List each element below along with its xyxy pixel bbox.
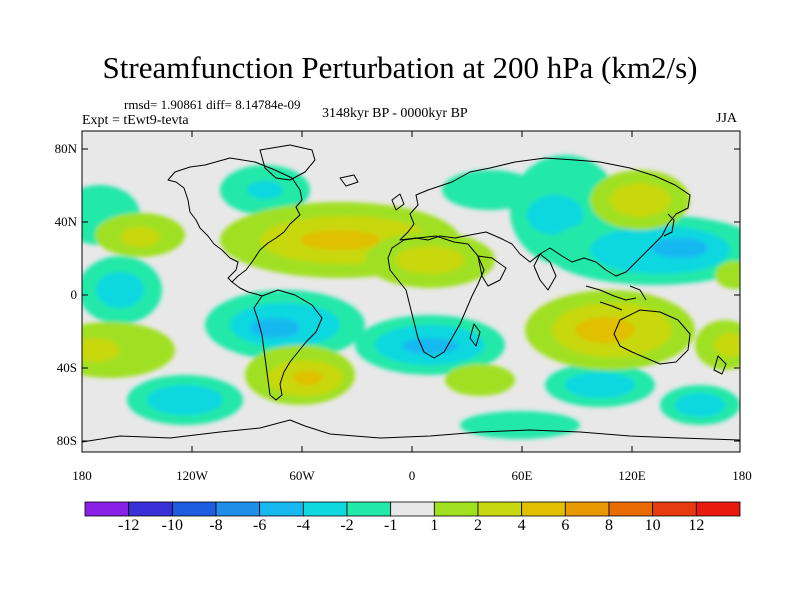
lon-label-60w: 60W: [289, 468, 315, 483]
season-label: JJA: [716, 111, 738, 126]
colorbar: [84, 501, 741, 517]
colorbar-swatch-12: [608, 501, 654, 517]
neg-anomaly-so-pac-core: [147, 385, 223, 415]
colorbar-label: -2: [340, 517, 354, 534]
pos-anomaly-east-asia-core: [610, 183, 670, 217]
colorbar-swatch-13: [652, 501, 697, 517]
colorbar-label: -4: [296, 517, 310, 534]
neg-anomaly-satl-core: [402, 338, 458, 354]
neg-anomaly-asia-core: [527, 195, 583, 235]
neg-anomaly-so-ind-core: [565, 372, 635, 398]
coastlines: [82, 144, 740, 443]
madagascar-coastline: [469, 323, 481, 347]
pos-anomaly-africa-core: [395, 246, 465, 274]
lon-label-180w: 180: [72, 468, 92, 483]
tick-marks: [82, 131, 740, 452]
uk-coastline: [391, 193, 405, 211]
neg-anomaly-epac-core: [96, 272, 144, 308]
neg-anomaly-sa-trop-core: [250, 318, 300, 338]
colorbar-label: -8: [209, 517, 223, 534]
arabia-coastline: [477, 255, 507, 287]
neg-anomaly-wpac-core: [652, 238, 708, 258]
colorbar-swatch-9: [477, 501, 523, 517]
colorbar-swatch-10: [521, 501, 566, 517]
antarctica-coastline: [82, 419, 740, 443]
eurasia-coastline: [399, 157, 691, 277]
colorbar-label: 8: [605, 517, 613, 534]
pos-anomaly-npac-core: [120, 227, 160, 247]
colorbar-label: 12: [688, 517, 705, 534]
neg-anomaly-ant-ind: [460, 411, 580, 439]
africa-coastline: [387, 235, 485, 359]
lon-label-180e: 180: [732, 468, 752, 483]
colorbar-label: 6: [561, 517, 570, 534]
pos-anomaly-tasman-core: [715, 333, 740, 357]
colorbar-swatch-11: [564, 501, 610, 517]
colorbar-swatch-6: [346, 501, 392, 517]
central-america-coastline: [231, 281, 263, 297]
colorbar-swatch-7: [390, 501, 435, 517]
period-label: 3148kyr BP - 0000kyr BP: [322, 106, 468, 121]
lat-label-40s: 40S: [56, 360, 77, 375]
south-america-coastline: [253, 289, 323, 401]
contour-fill-layer: [82, 155, 740, 439]
colorbar-label: 2: [474, 517, 482, 534]
lon-label-0: 0: [408, 468, 416, 483]
pos-anomaly-indian-core: [575, 317, 635, 343]
colorbar-label: 4: [517, 517, 526, 534]
greenland-coastline: [259, 144, 316, 181]
colorbar-swatch-2: [171, 501, 217, 517]
colorbar-swatch-8: [433, 501, 479, 517]
neg-anomaly-greenland-core: [247, 181, 283, 199]
colorbar-label: -1: [383, 517, 398, 534]
colorbar-label: -12: [117, 517, 140, 534]
colorbar-swatch-1: [128, 501, 173, 517]
india-coastline: [533, 253, 557, 291]
australia-coastline: [613, 309, 691, 365]
map-frame: [81, 130, 741, 453]
colorbar-swatch-4: [259, 501, 304, 517]
iceland-coastline: [339, 174, 359, 187]
lon-label-120w: 120W: [176, 468, 208, 483]
neg-anomaly-so-east-core: [675, 393, 725, 417]
experiment-label: Expt = tEwt9-tevta: [82, 113, 189, 128]
colorbar-label: -10: [161, 517, 183, 534]
pos-anomaly-spac: [82, 322, 175, 378]
pos-anomaly-spac-core: [82, 338, 120, 362]
colorbar-label: -6: [252, 517, 267, 534]
lat-label-80n: 80N: [54, 141, 77, 156]
colorbar-swatch-14: [695, 501, 741, 517]
maritime-continent-coastline: [585, 285, 647, 311]
lat-label-0: 0: [70, 287, 78, 302]
colorbar-swatch-0: [84, 501, 130, 517]
japan-coastline: [663, 213, 675, 237]
plot-title: Streamfunction Perturbation at 200 hPa (…: [102, 50, 698, 85]
pos-anomaly-natl-core: [300, 230, 380, 250]
stats-text: rmsd= 1.90861 diff= 8.14784e-09: [124, 97, 301, 112]
colorbar-swatch-3: [215, 501, 261, 517]
lon-label-60e: 60E: [511, 468, 533, 483]
lat-label-40n: 40N: [54, 214, 77, 229]
pos-anomaly-so-atl: [445, 364, 515, 396]
colorbar-label: 10: [644, 517, 661, 534]
colorbar-label: 1: [430, 517, 439, 534]
pos-anomaly-sa-south-core: [293, 371, 323, 385]
colorbar-swatch-5: [302, 501, 348, 517]
lat-label-80s: 80S: [56, 433, 77, 448]
lon-label-120e: 120E: [618, 468, 646, 483]
new-zealand-coastline: [713, 355, 727, 375]
pos-anomaly-ne-pac: [715, 261, 740, 289]
